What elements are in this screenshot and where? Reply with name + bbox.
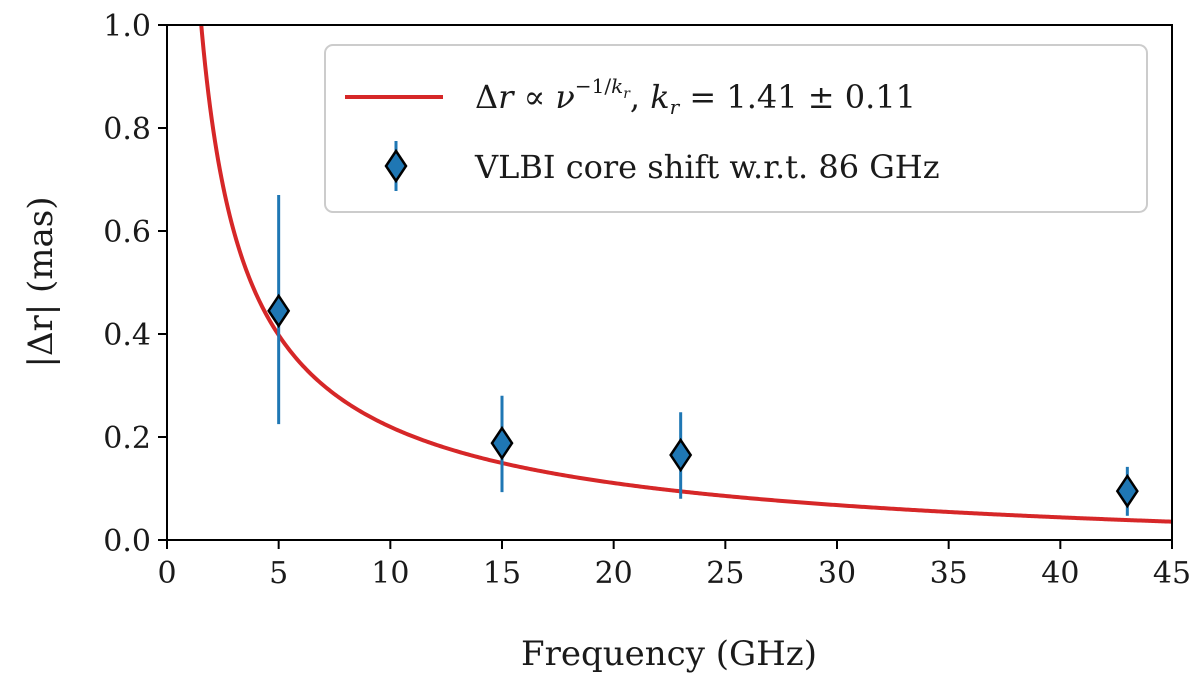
y-tick-label: 1.0 bbox=[103, 9, 151, 44]
x-tick-label: 0 bbox=[157, 556, 176, 591]
x-tick-label: 10 bbox=[371, 556, 409, 591]
y-tick-label: 0.4 bbox=[103, 318, 151, 353]
legend-fit-label: Δr ∝ ν−1/kr, kr = 1.41 ± 0.11 bbox=[475, 74, 916, 119]
data-point-marker bbox=[490, 425, 514, 461]
y-tick-label: 0.6 bbox=[103, 215, 151, 250]
x-axis-label: Frequency (GHz) bbox=[521, 634, 817, 674]
plot-frame bbox=[166, 24, 1173, 541]
x-tick-label: 25 bbox=[706, 556, 744, 591]
y-tick-label: 0.0 bbox=[103, 524, 151, 559]
x-tick-label: 20 bbox=[595, 556, 633, 591]
x-tick-label: 45 bbox=[1153, 556, 1191, 591]
data-point-marker bbox=[669, 437, 693, 473]
legend-data-label: VLBI core shift w.r.t. 86 GHz bbox=[474, 148, 940, 186]
y-tick-label: 0.8 bbox=[103, 112, 151, 147]
data-point-marker bbox=[1115, 473, 1139, 509]
y-tick-label: 0.2 bbox=[103, 421, 151, 456]
legend: Δr ∝ ν−1/kr, kr = 1.41 ± 0.11 VLBI core … bbox=[324, 44, 1148, 213]
legend-box bbox=[324, 44, 1148, 213]
x-tick-label: 35 bbox=[930, 556, 968, 591]
x-tick-label: 40 bbox=[1041, 556, 1079, 591]
x-tick-label: 15 bbox=[483, 556, 521, 591]
y-axis-label: |Δr| (mas) bbox=[21, 196, 61, 367]
fit-curve bbox=[199, 25, 1172, 524]
x-tick-label: 5 bbox=[269, 556, 288, 591]
x-axis-ticks: 0 5 10 15 20 25 30 35 40 45 bbox=[157, 540, 1191, 591]
data-point-marker bbox=[267, 293, 291, 329]
y-axis-ticks: 0.0 0.2 0.4 0.6 0.8 1.0 bbox=[103, 9, 167, 559]
data-points bbox=[267, 194, 1139, 516]
x-tick-label: 30 bbox=[818, 556, 856, 591]
legend-diamond-marker bbox=[384, 148, 408, 184]
